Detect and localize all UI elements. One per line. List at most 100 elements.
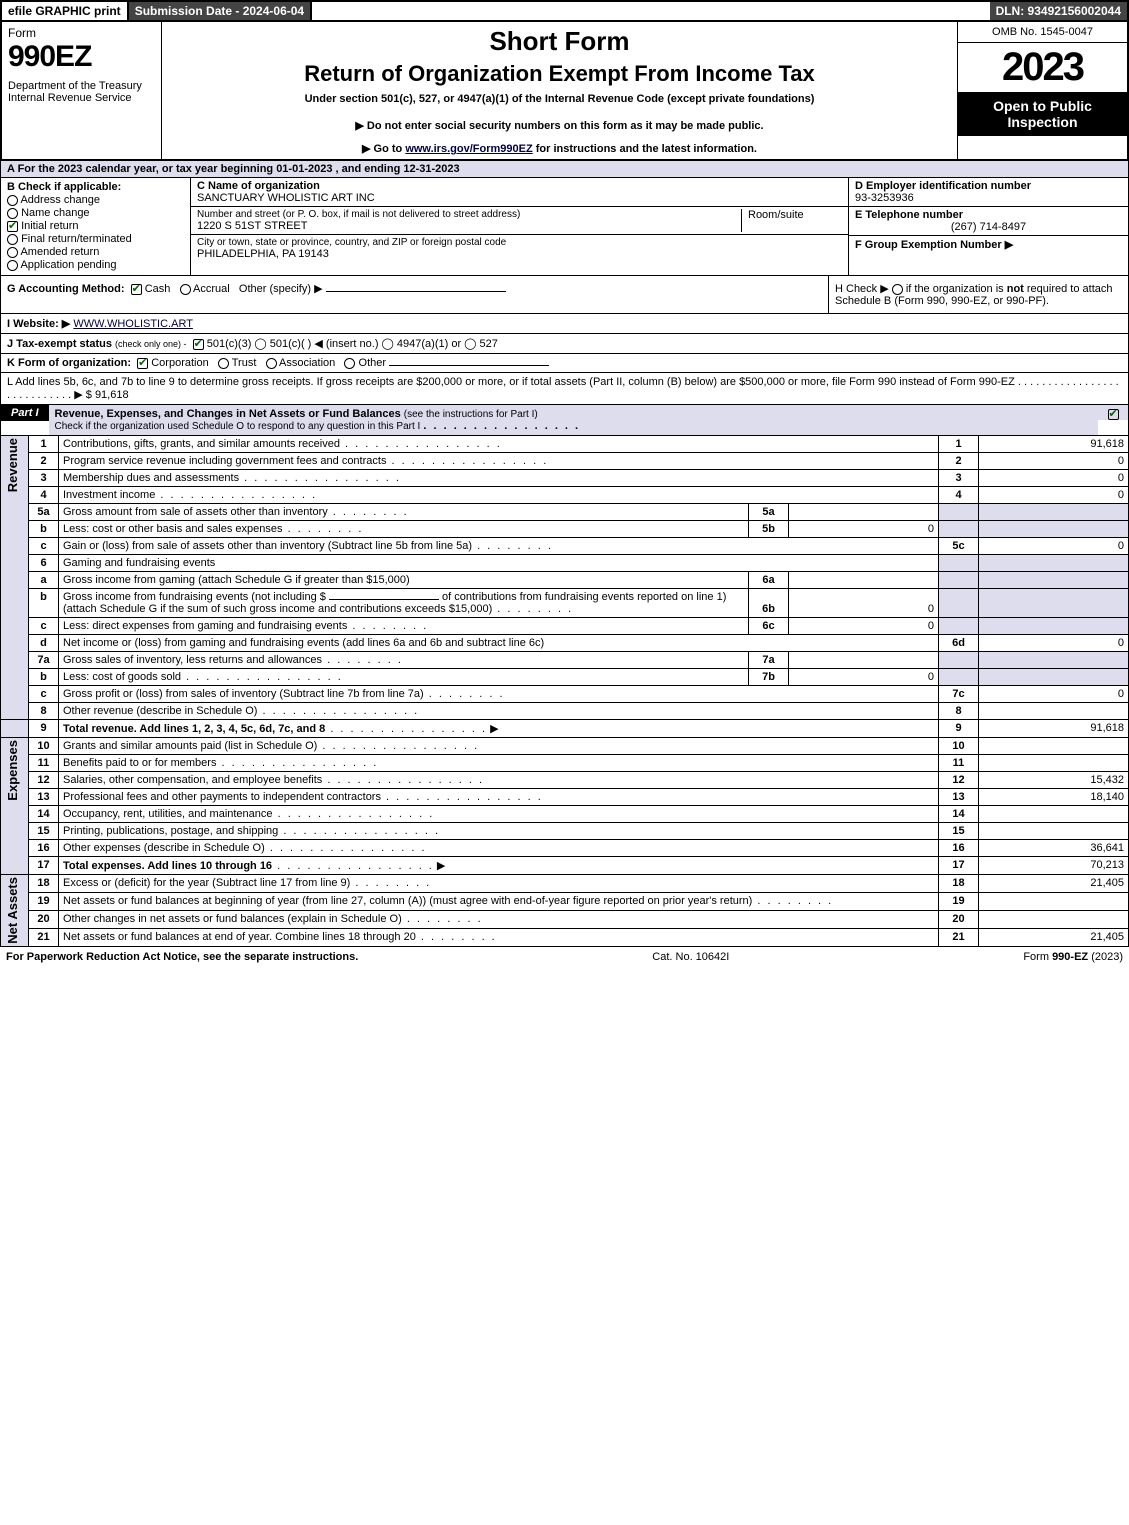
ein-value: 93-3253936 [855,192,1122,204]
j-opts: 501(c)(3) ◯ 501(c)( ) ◀ (insert no.) ◯ 4… [207,338,498,350]
l7b-iamt: 0 [789,669,939,686]
l17-box: 17 [939,857,979,875]
l10-desc: Grants and similar amounts paid (list in… [63,740,317,752]
row-j: J Tax-exempt status (check only one) - 5… [0,334,1129,354]
l5b-ibox: 5b [749,521,789,538]
l14-desc: Occupancy, rent, utilities, and maintena… [63,808,273,820]
l21-box: 21 [939,928,979,946]
l5b-desc: Less: cost or other basis and sales expe… [63,523,283,535]
part-i-checkbox[interactable] [1098,405,1128,420]
l6d-amt: 0 [979,635,1129,652]
b-name-change[interactable]: Name change [7,207,184,219]
l-amount: $ 91,618 [86,389,129,401]
l6b-amtshade [979,589,1129,618]
l16-num: 16 [29,840,59,857]
b-application-pending[interactable]: Application pending [7,259,184,271]
l3-num: 3 [29,470,59,487]
b-initial-return[interactable]: Initial return [7,220,184,232]
g-cash-check[interactable] [131,284,142,295]
l9-box: 9 [939,720,979,738]
l7b-shade [939,669,979,686]
g-other: Other (specify) ▶ [239,283,323,295]
l8-amt [979,703,1129,720]
l6d-num: d [29,635,59,652]
l6b-desc: Gross income from fundraising events (no… [59,589,749,618]
efile-print-label[interactable]: efile GRAPHIC print [2,2,129,20]
l6b-num: b [29,589,59,618]
section-c: C Name of organization SANCTUARY WHOLIST… [191,178,848,275]
l12-amt: 15,432 [979,772,1129,789]
k-other-check[interactable] [344,358,355,369]
l20-amt [979,910,1129,928]
website-link[interactable]: WWW.WHOLISTIC.ART [73,318,193,330]
footer-cat: Cat. No. 10642I [652,951,729,963]
k-assoc-check[interactable] [266,358,277,369]
l19-amt [979,892,1129,910]
l12-num: 12 [29,772,59,789]
l3-box: 3 [939,470,979,487]
d-label: D Employer identification number [855,180,1122,192]
b-amended-return[interactable]: Amended return [7,246,184,258]
k-trust-check[interactable] [218,358,229,369]
l14-amt [979,806,1129,823]
l12-desc: Salaries, other compensation, and employ… [63,774,322,786]
l6b-iamt: 0 [789,589,939,618]
l1-box: 1 [939,436,979,453]
l17-num: 17 [29,857,59,875]
page-footer: For Paperwork Reduction Act Notice, see … [0,947,1129,967]
l5c-desc: Gain or (loss) from sale of assets other… [63,540,472,552]
l7a-shade [939,652,979,669]
return-title: Return of Organization Exempt From Incom… [172,61,947,87]
form-number: 990EZ [8,40,155,74]
k-other-line[interactable] [389,365,549,366]
b-final-return[interactable]: Final return/terminated [7,233,184,245]
l4-desc: Investment income [63,489,155,501]
l16-desc: Other expenses (describe in Schedule O) [63,842,265,854]
g-accrual-check[interactable] [180,284,191,295]
i-label: I Website: ▶ [7,318,70,330]
k-assoc: Association [279,357,335,369]
b-address-change[interactable]: Address change [7,194,184,206]
k-corp-check[interactable] [137,358,148,369]
l6d-desc: Net income or (loss) from gaming and fun… [59,635,939,652]
l20-box: 20 [939,910,979,928]
irs-link[interactable]: www.irs.gov/Form990EZ [405,143,532,155]
footer-left: For Paperwork Reduction Act Notice, see … [6,951,358,963]
l6b-ibox: 6b [749,589,789,618]
l15-desc: Printing, publications, postage, and shi… [63,825,278,837]
l6c-iamt: 0 [789,618,939,635]
l18-num: 18 [29,875,59,893]
l1-num: 1 [29,436,59,453]
k-corp: Corporation [151,357,208,369]
l8-desc: Other revenue (describe in Schedule O) [63,705,257,717]
l5b-shade [939,521,979,538]
l10-box: 10 [939,738,979,755]
l17-amt: 70,213 [979,857,1129,875]
l15-amt [979,823,1129,840]
l4-num: 4 [29,487,59,504]
l2-desc: Program service revenue including govern… [63,455,386,467]
g-other-line[interactable] [326,291,506,292]
row-a-period: A For the 2023 calendar year, or tax yea… [0,161,1129,178]
l16-box: 16 [939,840,979,857]
e-label: E Telephone number [855,209,1122,221]
h-checkbox[interactable] [892,284,903,295]
j-501c3-check[interactable] [193,339,204,350]
c-name-label: C Name of organization [197,180,842,192]
netassets-side-label: Net Assets [5,877,20,944]
l4-box: 4 [939,487,979,504]
l5a-desc: Gross amount from sale of assets other t… [63,506,328,518]
l11-num: 11 [29,755,59,772]
footer-right: Form 990-EZ (2023) [1023,951,1123,963]
l6a-num: a [29,572,59,589]
part-i-header: Part I Revenue, Expenses, and Changes in… [0,405,1129,436]
l6b-blank[interactable] [329,599,439,600]
section-def: D Employer identification number 93-3253… [848,178,1128,275]
l6a-desc: Gross income from gaming (attach Schedul… [59,572,749,589]
g-cash: Cash [145,283,171,295]
l6b-shade [939,589,979,618]
l5a-iamt [789,504,939,521]
l8-box: 8 [939,703,979,720]
header-right: OMB No. 1545-0047 2023 Open to Public In… [957,22,1127,159]
l5c-num: c [29,538,59,555]
